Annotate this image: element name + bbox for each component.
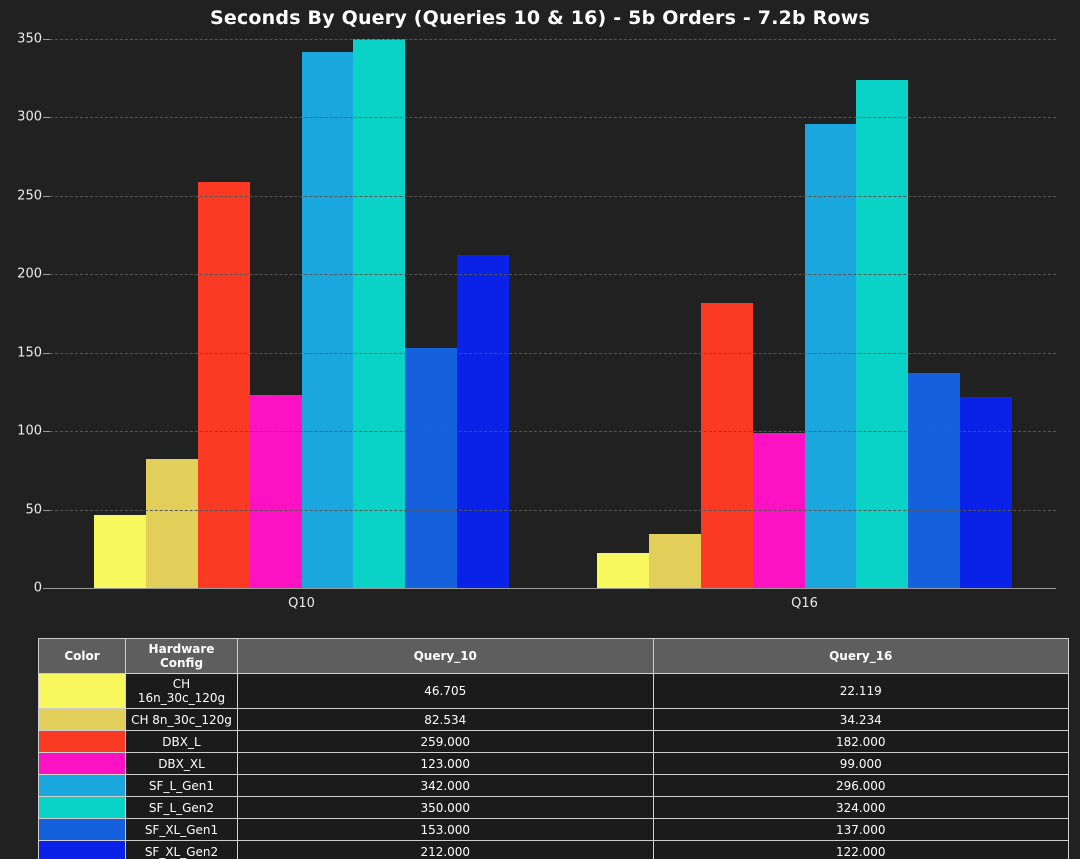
legend-table: Color Hardware Config Query_10 Query_16 CH …: [38, 638, 1069, 859]
y-tick-mark: [43, 352, 50, 354]
query-16-cell: 34.234: [652, 708, 1069, 731]
query-10-cell: 259.000: [237, 730, 654, 753]
gridline-250: [50, 195, 1056, 197]
y-tick-mark: [43, 588, 50, 589]
bar-q10-SF-L-Gen2: [353, 39, 406, 588]
legend-row-SF-XL-Gen2: SF_XL_Gen2 212.000 122.000: [38, 840, 1069, 859]
bar-q16-DBX-L: [700, 302, 753, 588]
bar-q10-SF-XL-Gen1: [405, 348, 457, 588]
y-tick-label-50: 50: [25, 502, 42, 518]
legend-header-query-16: Query_16: [652, 638, 1069, 674]
bar-q16-SF-L-Gen2: [856, 79, 909, 588]
legend-row-CH-8n-30c-120g: CH 8n_30c_120g 82.534 34.234: [38, 708, 1069, 731]
legend-header-color: Color: [38, 638, 126, 674]
query-10-cell: 153.000: [237, 818, 654, 841]
y-tick-mark: [43, 195, 50, 197]
legend-row-SF-L-Gen1: SF_L_Gen1 342.000 296.000: [38, 774, 1069, 797]
hardware-config-cell: CH 8n_30c_120g: [125, 708, 238, 731]
bar-q10-DBX-L: [197, 181, 250, 588]
query-16-cell: 296.000: [652, 774, 1069, 797]
color-swatch: [38, 818, 126, 841]
legend-row-CH-16n-30c-120g: CH 16n_30c_120g 46.705 22.119: [38, 673, 1069, 709]
hardware-config-cell: SF_L_Gen2: [125, 796, 238, 819]
color-swatch: [38, 673, 126, 709]
hardware-config-cell: DBX_L: [125, 730, 238, 753]
bar-q10-CH-8n-30c-120g: [146, 458, 198, 588]
color-swatch: [38, 752, 126, 775]
gridline-350: [50, 39, 1056, 40]
color-swatch: [38, 774, 126, 797]
legend-row-DBX-XL: DBX_XL 123.000 99.000: [38, 752, 1069, 775]
hardware-config-cell: CH 16n_30c_120g: [125, 673, 238, 709]
y-tick-label-0: 0: [33, 580, 42, 596]
bar-group-q16: [597, 39, 1012, 588]
y-tick-label-300: 300: [17, 109, 42, 125]
legend-table-wrap: Color Hardware Config Query_10 Query_16 CH …: [38, 638, 1080, 859]
hardware-config-cell: SF_XL_Gen1: [125, 818, 238, 841]
y-tick-mark: [43, 39, 50, 40]
y-tick-mark: [43, 274, 50, 276]
hardware-config-cell: SF_XL_Gen2: [125, 840, 238, 859]
query-10-cell: 82.534: [237, 708, 654, 731]
color-swatch: [38, 840, 126, 859]
y-tick-mark: [43, 431, 50, 433]
color-swatch: [38, 730, 126, 753]
query-10-cell: 342.000: [237, 774, 654, 797]
bar-group-q10: [94, 39, 509, 588]
bar-q10-SF-XL-Gen2: [456, 255, 509, 588]
gridline-200: [50, 274, 1056, 276]
query-16-cell: 324.000: [652, 796, 1069, 819]
bar-q16-SF-XL-Gen2: [959, 396, 1012, 588]
query-16-cell: 22.119: [652, 673, 1069, 709]
query-16-cell: 99.000: [652, 752, 1069, 775]
query-16-cell: 137.000: [652, 818, 1069, 841]
bar-q16-SF-L-Gen1: [804, 123, 857, 588]
y-tick-label-350: 350: [17, 31, 42, 47]
x-tick-label-q16: Q16: [791, 596, 818, 611]
legend-row-DBX-L: DBX_L 259.000 182.000: [38, 730, 1069, 753]
y-tick-mark: [43, 509, 50, 511]
chart-title: Seconds By Query (Queries 10 & 16) - 5b …: [209, 7, 871, 29]
gridline-150: [50, 352, 1056, 354]
y-tick-label-200: 200: [17, 266, 42, 282]
bar-q16-CH-16n-30c-120g: [597, 553, 650, 588]
y-tick-label-250: 250: [17, 188, 42, 204]
gridline-50: [50, 509, 1056, 511]
legend-row-SF-L-Gen2: SF_L_Gen2 350.000 324.000: [38, 796, 1069, 819]
x-tick-label-q10: Q10: [288, 596, 315, 611]
color-swatch: [38, 796, 126, 819]
gridline-100: [50, 431, 1056, 433]
bar-q10-CH-16n-30c-120g: [94, 514, 147, 588]
query-10-cell: 212.000: [237, 840, 654, 859]
y-tick-label-150: 150: [17, 345, 42, 361]
query-16-cell: 122.000: [652, 840, 1069, 859]
hardware-config-cell: DBX_XL: [125, 752, 238, 775]
y-tick-label-100: 100: [17, 423, 42, 439]
color-swatch: [38, 708, 126, 731]
legend-header-query-10: Query_10: [237, 638, 654, 674]
hardware-config-cell: SF_L_Gen1: [125, 774, 238, 797]
legend-body: CH 16n_30c_120g 46.705 22.119 CH 8n_30c_120…: [38, 673, 1069, 859]
plot-area: 0 50 100 150 200 250 300 350: [17, 32, 1056, 596]
x-labels: Q10 Q16: [50, 596, 1056, 611]
legend-header-row: Color Hardware Config Query_10 Query_16: [38, 638, 1069, 674]
query-10-cell: 123.000: [237, 752, 654, 775]
y-tick-mark: [43, 117, 50, 119]
gridline-300: [50, 117, 1056, 119]
legend-header-hardware-config: Hardware Config: [125, 638, 238, 674]
bar-q16-SF-XL-Gen1: [908, 373, 960, 588]
query-16-cell: 182.000: [652, 730, 1069, 753]
bar-q10-SF-L-Gen1: [301, 51, 354, 588]
bar-q10-DBX-XL: [249, 395, 302, 588]
query-10-cell: 350.000: [237, 796, 654, 819]
bar-q16-CH-8n-30c-120g: [649, 534, 701, 588]
query-10-cell: 46.705: [237, 673, 654, 709]
bar-groups: [50, 39, 1056, 588]
legend-row-SF-XL-Gen1: SF_XL_Gen1 153.000 137.000: [38, 818, 1069, 841]
